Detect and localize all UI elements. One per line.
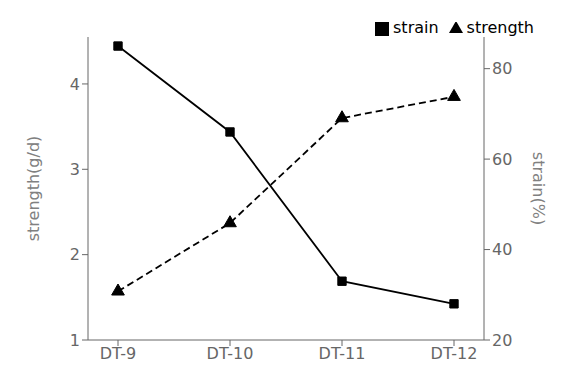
html-text:strain: strain [393,18,439,37]
svg-text:4: 4 [70,75,80,94]
svg-text:40: 40 [492,240,512,259]
svg-text:60: 60 [492,150,512,169]
svg-text:1: 1 [70,331,80,350]
svg-text:strain(%): strain(%) [529,152,548,225]
svg-text:DT-12: DT-12 [431,344,478,363]
svg-text:DT-11: DT-11 [319,344,366,363]
svg-text:3: 3 [70,160,80,179]
svg-text:DT-9: DT-9 [100,344,137,363]
svg-text:DT-10: DT-10 [207,344,254,363]
html-text:strength: strength [466,18,534,37]
svg-text:20: 20 [492,331,512,350]
svg-text:strength(g/d): strength(g/d) [24,136,43,242]
svg-text:2: 2 [70,245,80,264]
svg-text:80: 80 [492,59,512,78]
